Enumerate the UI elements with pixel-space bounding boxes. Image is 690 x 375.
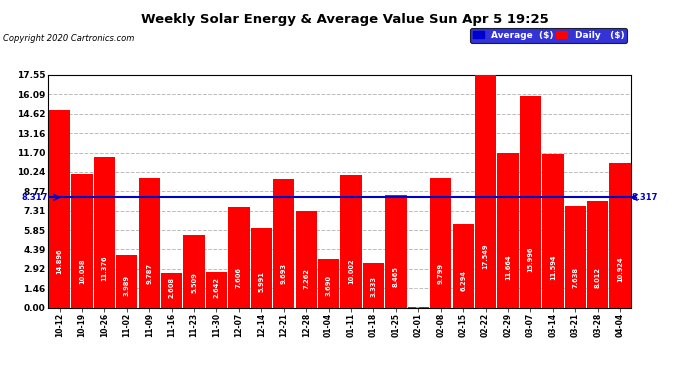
Bar bbox=[295, 211, 317, 308]
Bar bbox=[475, 75, 496, 307]
Bar bbox=[206, 273, 227, 308]
Bar bbox=[116, 255, 137, 308]
Text: 9.787: 9.787 bbox=[146, 263, 152, 284]
Text: 9.693: 9.693 bbox=[281, 263, 287, 284]
Bar bbox=[385, 195, 406, 308]
Text: 5.991: 5.991 bbox=[258, 271, 264, 292]
Text: 15.996: 15.996 bbox=[527, 246, 533, 272]
Bar bbox=[363, 263, 384, 308]
Bar bbox=[94, 157, 115, 308]
Text: 8.465: 8.465 bbox=[393, 266, 399, 287]
Text: 2.608: 2.608 bbox=[168, 278, 175, 298]
Text: Weekly Solar Energy & Average Value Sun Apr 5 19:25: Weekly Solar Energy & Average Value Sun … bbox=[141, 13, 549, 26]
Text: 3.333: 3.333 bbox=[371, 276, 377, 297]
Bar bbox=[497, 153, 519, 308]
Bar bbox=[430, 178, 451, 308]
Text: 3.690: 3.690 bbox=[326, 275, 332, 296]
Text: 0.008: 0.008 bbox=[415, 286, 422, 308]
Bar bbox=[564, 206, 586, 308]
Bar bbox=[520, 96, 541, 308]
Text: 7.638: 7.638 bbox=[572, 267, 578, 288]
Text: 8.317: 8.317 bbox=[22, 193, 48, 202]
Bar bbox=[139, 178, 160, 308]
Bar bbox=[340, 175, 362, 308]
Bar bbox=[609, 163, 631, 308]
Text: 10.058: 10.058 bbox=[79, 258, 85, 284]
Text: 6.294: 6.294 bbox=[460, 270, 466, 291]
Bar bbox=[453, 224, 474, 308]
Bar bbox=[587, 201, 609, 308]
Text: 9.799: 9.799 bbox=[437, 263, 444, 284]
Bar bbox=[49, 110, 70, 308]
Bar bbox=[542, 154, 564, 308]
Bar bbox=[161, 273, 182, 308]
Text: Copyright 2020 Cartronics.com: Copyright 2020 Cartronics.com bbox=[3, 34, 135, 43]
Text: 3.989: 3.989 bbox=[124, 274, 130, 296]
Bar bbox=[273, 179, 295, 308]
Bar bbox=[184, 234, 205, 308]
Bar bbox=[250, 228, 272, 308]
Text: 7.262: 7.262 bbox=[303, 268, 309, 289]
Legend: Average  ($), Daily   ($): Average ($), Daily ($) bbox=[471, 28, 627, 43]
Text: 11.376: 11.376 bbox=[101, 255, 108, 281]
Text: 2.642: 2.642 bbox=[213, 277, 219, 298]
Text: 5.509: 5.509 bbox=[191, 272, 197, 292]
Text: 7.606: 7.606 bbox=[236, 267, 242, 288]
Text: 11.594: 11.594 bbox=[550, 255, 556, 280]
Text: 8.012: 8.012 bbox=[595, 267, 601, 288]
Bar bbox=[71, 174, 92, 308]
Bar bbox=[228, 207, 250, 308]
Text: 14.896: 14.896 bbox=[57, 248, 63, 274]
Text: 8.317: 8.317 bbox=[631, 193, 658, 202]
Text: 10.924: 10.924 bbox=[617, 256, 623, 282]
Bar bbox=[318, 259, 339, 308]
Text: 17.549: 17.549 bbox=[482, 243, 489, 268]
Text: 10.002: 10.002 bbox=[348, 258, 354, 284]
Text: 11.664: 11.664 bbox=[505, 255, 511, 280]
